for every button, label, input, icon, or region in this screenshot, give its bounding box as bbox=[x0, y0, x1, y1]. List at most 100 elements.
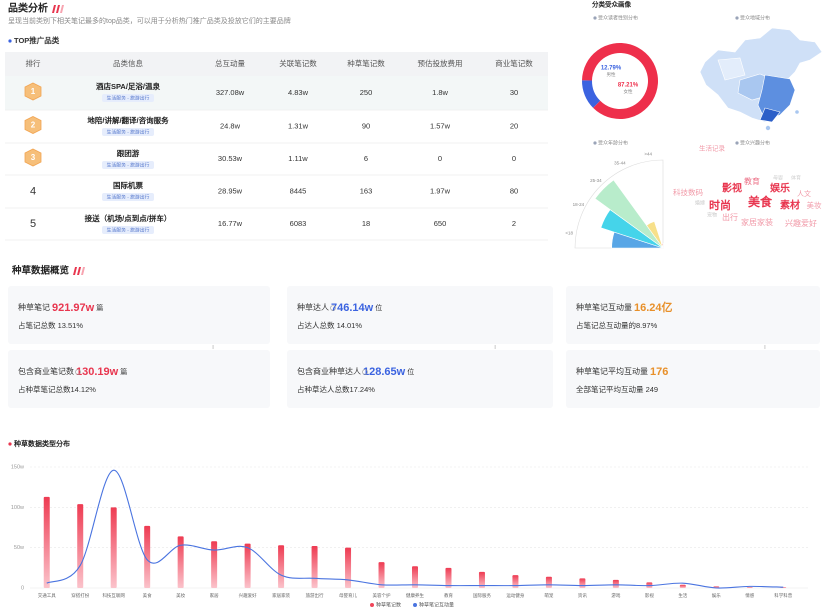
card-value: 176 bbox=[650, 366, 668, 378]
table-header-bg bbox=[5, 52, 548, 76]
column-header: 种草笔记数 bbox=[347, 58, 385, 68]
card-subtext: 占种草达人总数17.24% bbox=[297, 384, 375, 394]
card-subtext: 占笔记总数 13.51% bbox=[18, 320, 83, 330]
category-tag: 生活服务 - 旅游出行 bbox=[107, 95, 150, 102]
overview-card bbox=[287, 350, 553, 408]
interest-word: 美妆 bbox=[807, 200, 822, 210]
rank: 2 bbox=[31, 121, 36, 130]
rose-label: 18-24 bbox=[573, 202, 585, 207]
category-name: 地陪/讲解/翻译/咨询服务 bbox=[87, 115, 169, 125]
category-tag-bg bbox=[102, 193, 154, 201]
category-tag: 生活服务 - 旅游出行 bbox=[107, 194, 150, 201]
info-icon bbox=[362, 369, 368, 375]
rose-label: 25-34 bbox=[590, 178, 602, 183]
interest-word: 家居家装 bbox=[741, 217, 773, 227]
interest-word: 兴趣爱好 bbox=[785, 218, 817, 228]
age-title: 受众年龄分布 bbox=[598, 139, 628, 146]
rose-label: 35-44 bbox=[614, 161, 626, 166]
panel-title: 分类受众画像 bbox=[592, 0, 632, 9]
interest-title: 受众兴趣分布 bbox=[740, 139, 770, 146]
bar bbox=[746, 587, 753, 588]
table-cell: 20 bbox=[510, 121, 518, 130]
interest-word: 素材 bbox=[780, 199, 800, 212]
table-cell: 1.11w bbox=[288, 154, 308, 163]
card-label: 种草笔记互动量 bbox=[576, 302, 632, 312]
category-name: 接送（机场/点到点/拼车） bbox=[85, 213, 172, 223]
category-tag: 生活服务 - 旅游出行 bbox=[107, 129, 150, 136]
card-label: 包含商业笔记数 bbox=[18, 366, 74, 376]
card-headline: 种草笔记 921.97w 篇 bbox=[18, 302, 103, 314]
table-cell: 6083 bbox=[290, 219, 307, 228]
region-map bbox=[699, 27, 823, 131]
table-cell: 24.8w bbox=[220, 121, 241, 130]
card-value: 746.14w bbox=[331, 302, 374, 314]
x-tick-label: 国际服务 bbox=[473, 592, 491, 599]
bar bbox=[445, 567, 452, 588]
table-cell: 90 bbox=[362, 121, 370, 130]
card-value: 128.65w bbox=[363, 366, 406, 378]
category-tag-bg bbox=[102, 161, 154, 169]
rank: 3 bbox=[31, 153, 36, 162]
bar bbox=[412, 566, 418, 588]
x-tick-label: 母婴育儿 bbox=[339, 592, 357, 599]
bullet bbox=[593, 141, 597, 145]
interest-word: 科技数码 bbox=[673, 187, 703, 197]
card-headline: 种草笔记互动量 16.24亿 bbox=[576, 300, 673, 314]
card-headline: 种草笔记平均互动量 176 bbox=[576, 366, 668, 378]
rose-sector bbox=[661, 243, 664, 249]
y-tick-label: 0 bbox=[21, 585, 24, 591]
table-cell: 4.83w bbox=[288, 88, 309, 97]
rose-outline bbox=[574, 159, 664, 249]
table-cell: 1.8w bbox=[432, 88, 448, 97]
row-highlight bbox=[5, 76, 548, 110]
section-title: 种草数据概览 bbox=[11, 265, 70, 277]
table-cell: 327.08w bbox=[216, 88, 245, 97]
donut-slice bbox=[582, 42, 658, 119]
category-name: 国际机票 bbox=[113, 180, 143, 190]
card-value: 921.97w bbox=[52, 302, 95, 314]
line-series bbox=[46, 469, 784, 589]
rank-medal bbox=[24, 116, 42, 134]
table-cell: 30.53w bbox=[218, 154, 243, 163]
interest-word: 教育 bbox=[744, 176, 760, 186]
card-unit: 位 bbox=[375, 303, 382, 312]
x-tick-label: 游戏 bbox=[611, 592, 620, 599]
x-tick-label: 科学科普 bbox=[774, 592, 792, 599]
bullet bbox=[8, 442, 12, 446]
rank-medal bbox=[24, 82, 42, 101]
title-deco bbox=[81, 267, 86, 275]
overview-card bbox=[566, 286, 820, 344]
bar bbox=[345, 547, 352, 588]
bar bbox=[478, 571, 485, 588]
bullet bbox=[735, 16, 739, 20]
info-icon bbox=[75, 369, 81, 375]
overview-card bbox=[287, 286, 553, 344]
bullet bbox=[735, 141, 739, 145]
table-cell: 8445 bbox=[290, 186, 307, 195]
x-tick-label: 美容个护 bbox=[373, 592, 391, 599]
overview-card bbox=[8, 350, 270, 408]
table-cell: 1.97w bbox=[430, 186, 451, 195]
bar bbox=[177, 536, 184, 588]
table-cell: 16.77w bbox=[218, 219, 243, 228]
card-subtext: 占笔记总互动量的8.97% bbox=[576, 320, 658, 330]
card-separator bbox=[212, 345, 214, 349]
bar bbox=[679, 584, 686, 588]
x-tick-label: 交通工具 bbox=[38, 592, 56, 599]
x-tick-label: 旅游出行 bbox=[306, 592, 324, 599]
rose-label: <18 bbox=[565, 230, 573, 235]
category-tag-bg bbox=[102, 94, 154, 102]
category-name: 酒店SPA/足浴/温泉 bbox=[96, 81, 161, 91]
interest-word: 影视 bbox=[722, 182, 742, 195]
column-header: 品类信息 bbox=[113, 58, 143, 68]
bar bbox=[77, 504, 84, 588]
x-tick-label: 穿搭打扮 bbox=[71, 592, 89, 599]
rose-sector bbox=[646, 220, 664, 249]
y-tick-label: 150w bbox=[11, 464, 24, 470]
interest-word: 体育 bbox=[791, 174, 801, 181]
donut-value-label: 87.21% bbox=[618, 83, 639, 89]
table-cell: 6 bbox=[364, 154, 368, 163]
interest-word: 婚嫁 bbox=[695, 199, 705, 206]
column-header: 预估投放费用 bbox=[418, 58, 463, 68]
card-headline: 包含商业笔记数 130.19w 篇 bbox=[18, 366, 127, 378]
